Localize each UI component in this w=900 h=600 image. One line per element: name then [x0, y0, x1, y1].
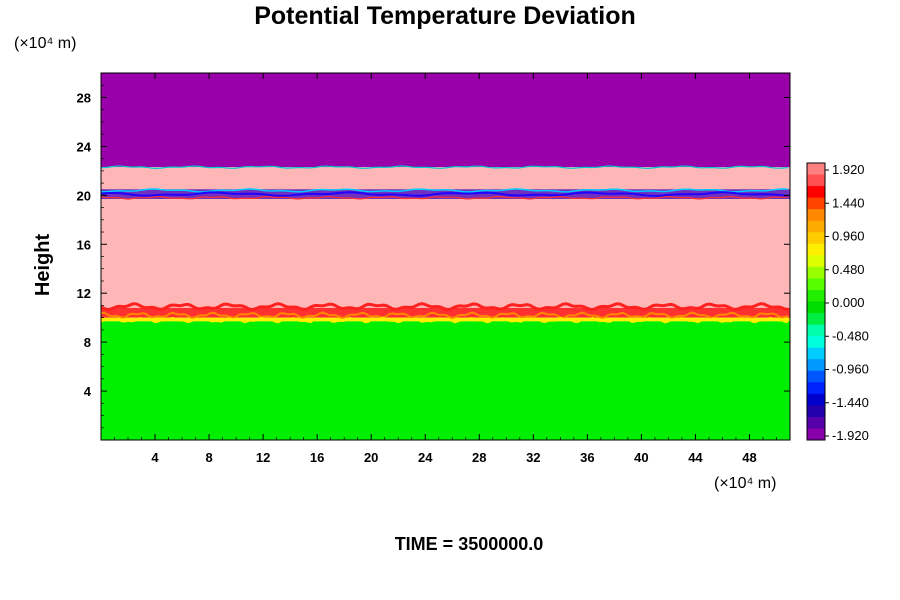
colorbar-swatch-16: [807, 347, 825, 360]
plot-area: [101, 73, 790, 440]
interface-lower-orange: [100, 311, 789, 319]
x-tick-label-6: 28: [472, 450, 486, 465]
interface-mid-blue: [100, 191, 789, 197]
colorbar-swatch-12: [807, 301, 825, 314]
colorbar-swatch-17: [807, 359, 825, 372]
time-label: TIME = 3500000.0: [395, 534, 544, 554]
colorbar-swatch-13: [807, 313, 825, 326]
x-tick-label-4: 20: [364, 450, 378, 465]
colorbar-label-4: 0.000: [832, 295, 865, 310]
x-unit-label: (×10⁴ m): [714, 475, 776, 492]
x-tick-label-0: 4: [151, 450, 159, 465]
layer-band-3: [101, 199, 790, 308]
x-tick-label-8: 36: [580, 450, 594, 465]
x-tick-label-9: 40: [634, 450, 648, 465]
colorbar-swatch-1: [807, 174, 825, 187]
x-tick-label-1: 8: [205, 450, 212, 465]
colorbar-swatch-3: [807, 197, 825, 210]
colorbar-swatch-11: [807, 289, 825, 302]
colorbar-swatch-7: [807, 243, 825, 256]
x-tick-label-3: 16: [310, 450, 324, 465]
y-tick-label-1: 8: [84, 335, 91, 350]
layer-band-0: [101, 73, 790, 168]
colorbar-label-5: -0.480: [832, 328, 869, 343]
colorbar-label-8: -1.920: [832, 428, 869, 443]
x-axis: 4 8 12 16 20 24 28 32 36 40 44 48: [114, 73, 777, 465]
interface-mid-red: [100, 195, 789, 200]
colorbar-swatch-9: [807, 266, 825, 279]
colorbar-swatch-4: [807, 209, 825, 222]
y-tick-label-0: 4: [84, 384, 92, 399]
colorbar-label-0: 1.920: [832, 162, 865, 177]
colorbar: 1.920 1.440 0.960 0.480 0.000 -0.480 -0.960 -1.…: [806, 162, 869, 443]
y-unit-label: (×10⁴ m): [14, 35, 76, 52]
colorbar-swatch-18: [807, 370, 825, 383]
colorbar-swatch-14: [807, 324, 825, 337]
y-tick-label-3: 16: [77, 237, 91, 252]
x-tick-label-5: 24: [418, 450, 433, 465]
colorbar-label-7: -1.440: [832, 395, 869, 410]
chart-title: Potential Temperature Deviation: [254, 2, 636, 30]
colorbar-swatch-22: [807, 416, 825, 429]
colorbar-swatch-15: [807, 336, 825, 349]
x-tick-label-10: 44: [688, 450, 703, 465]
colorbar-swatch-0: [807, 163, 825, 176]
colorbar-label-3: 0.480: [832, 262, 865, 277]
colorbar-label-6: -0.960: [832, 362, 869, 377]
colorbar-swatch-8: [807, 255, 825, 268]
layer-interfaces: [100, 165, 789, 324]
y-axis-label: Height: [32, 234, 54, 297]
colorbar-swatch-19: [807, 382, 825, 395]
x-tick-label-7: 32: [526, 450, 540, 465]
colorbar-frame: [806, 162, 826, 441]
y-tick-label-6: 28: [77, 90, 91, 105]
interface-lower-red: [100, 302, 789, 312]
colorbar-label-2: 0.960: [832, 229, 865, 244]
interface-upper-cyan: [100, 165, 789, 170]
colorbar-label-1: 1.440: [832, 195, 865, 210]
y-tick-label-4: 20: [77, 188, 91, 203]
colorbar-swatch-6: [807, 232, 825, 245]
y-axis: 4 8 12 16 20 24 28: [77, 84, 790, 429]
layer-band-6: [101, 321, 790, 440]
y-tick-label-2: 12: [77, 286, 91, 301]
interface-mid-cyan: [100, 188, 789, 193]
interface-lower-yellow: [100, 316, 789, 324]
layer-band-4: [101, 307, 790, 318]
layer-band-1: [101, 167, 790, 190]
colorbar-swatch-10: [807, 278, 825, 291]
colorbar-swatch-5: [807, 220, 825, 233]
y-tick-label-5: 24: [77, 139, 92, 154]
colorbar-swatch-2: [807, 186, 825, 199]
x-tick-label-11: 48: [742, 450, 756, 465]
colorbar-swatch-21: [807, 405, 825, 418]
colorbar-swatch-23: [807, 428, 825, 441]
colorbar-swatch-20: [807, 393, 825, 406]
x-tick-label-2: 12: [256, 450, 270, 465]
